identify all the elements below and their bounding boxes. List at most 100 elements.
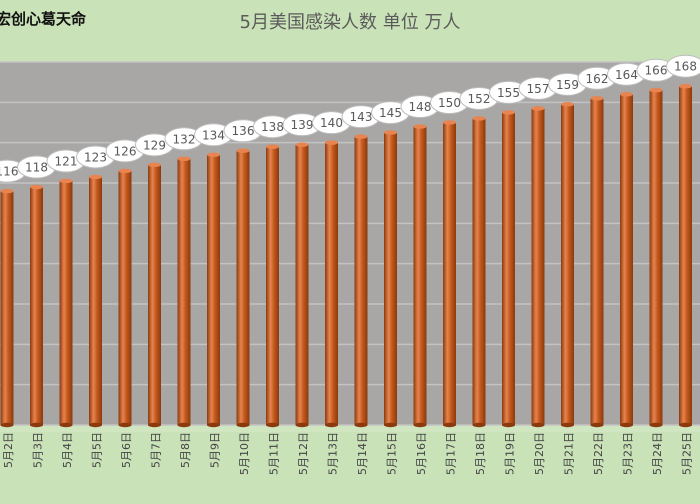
data-label: 148	[409, 100, 432, 114]
bar-base	[679, 423, 692, 427]
bar-body	[591, 98, 604, 425]
x-tick-label: 5月25日	[681, 432, 694, 475]
bar	[30, 185, 43, 427]
x-tick-label: 5月4日	[61, 432, 74, 468]
bar-top	[60, 179, 73, 183]
x-tick-label: 5月11日	[268, 432, 281, 475]
x-tick-label: 5月12日	[297, 432, 310, 475]
data-label: 129	[143, 138, 166, 152]
bar	[296, 142, 309, 427]
bar	[591, 96, 604, 427]
data-label: 168	[674, 60, 697, 74]
bar-top	[650, 88, 663, 92]
data-label: 126	[114, 144, 137, 158]
bar-top	[178, 157, 191, 161]
bar-body	[561, 104, 574, 425]
bar-base	[443, 423, 456, 427]
data-label: 140	[320, 116, 343, 130]
bar	[561, 102, 574, 427]
x-tick-label: 5月2日	[2, 432, 15, 468]
data-label: 155	[497, 86, 520, 100]
bar	[532, 106, 545, 427]
x-tick-label: 5月17日	[445, 432, 458, 475]
bar-body	[414, 127, 427, 425]
bar-body	[60, 181, 73, 425]
bar-body	[89, 177, 102, 425]
data-label: 132	[173, 132, 196, 146]
bar-top	[620, 92, 633, 96]
data-label: 157	[527, 82, 550, 96]
x-tick-label: 5月14日	[356, 432, 369, 475]
bar	[237, 149, 250, 428]
bar-body	[148, 165, 161, 425]
bar	[325, 140, 338, 427]
x-tick-label: 5月5日	[91, 432, 104, 468]
data-label: 162	[586, 72, 609, 86]
data-label: 139	[291, 118, 314, 132]
bar-top	[384, 130, 397, 134]
bar-body	[207, 155, 220, 425]
bar	[1, 189, 14, 427]
bar	[266, 145, 279, 428]
bar-top	[296, 142, 309, 146]
bar-base	[591, 423, 604, 427]
bar	[89, 175, 102, 427]
bar-base	[532, 423, 545, 427]
bar-top	[591, 96, 604, 100]
bar	[679, 84, 692, 427]
bar	[178, 157, 191, 428]
bar-top	[355, 134, 368, 138]
bar-base	[414, 423, 427, 427]
bar-base	[355, 423, 368, 427]
x-tick-label: 5月22日	[592, 432, 605, 475]
bar	[207, 153, 220, 428]
x-tick-label: 5月19日	[504, 432, 517, 475]
bar	[355, 134, 368, 427]
x-tick-label: 5月10日	[238, 432, 251, 475]
bar-top	[237, 149, 250, 153]
x-tick-label: 5月21日	[563, 432, 576, 475]
bar-base	[60, 423, 73, 427]
bar-body	[650, 90, 663, 425]
bar-top	[207, 153, 220, 157]
bar	[620, 92, 633, 427]
bar-base	[178, 423, 191, 427]
data-label: 123	[84, 150, 107, 164]
bar-body	[443, 123, 456, 426]
bar-body	[119, 171, 132, 425]
data-label: 136	[232, 124, 255, 138]
x-tick-label: 5月16日	[415, 432, 428, 475]
bar-base	[561, 423, 574, 427]
bar-base	[296, 423, 309, 427]
bar-base	[620, 423, 633, 427]
bar-base	[237, 423, 250, 427]
bar-body	[1, 191, 14, 425]
bar-top	[325, 140, 338, 144]
data-label: 150	[438, 96, 461, 110]
bar-top	[443, 120, 456, 124]
bar-base	[1, 423, 14, 427]
bar	[443, 120, 456, 427]
data-label: 118	[25, 161, 48, 175]
watermark: 宏创心葛天命	[0, 8, 86, 29]
data-label: 138	[261, 120, 284, 134]
x-tick-label: 5月23日	[622, 432, 635, 475]
bar	[414, 124, 427, 427]
bar-body	[325, 143, 338, 425]
bar-body	[237, 151, 250, 425]
x-tick-label: 5月20日	[533, 432, 546, 475]
bar	[384, 130, 397, 427]
bar-body	[679, 86, 692, 425]
bar-body	[620, 94, 633, 425]
bar-top	[266, 145, 279, 149]
data-label: 121	[55, 154, 78, 168]
bar-base	[502, 423, 515, 427]
data-label: 116	[0, 165, 18, 179]
bar-body	[30, 187, 43, 425]
bar-top	[30, 185, 43, 189]
x-tick-label: 5月6日	[120, 432, 133, 468]
bar-base	[30, 423, 43, 427]
data-label: 166	[645, 64, 668, 78]
